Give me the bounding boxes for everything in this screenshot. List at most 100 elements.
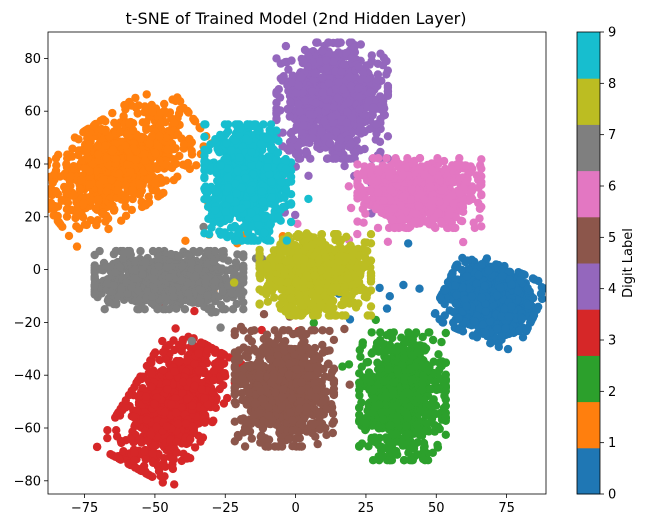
- scatter-point-digit-3: [148, 449, 158, 458]
- scatter-point-digit-2: [392, 346, 401, 355]
- scatter-point-digit-1: [61, 186, 71, 196]
- scatter-point-digit-1: [145, 139, 154, 148]
- scatter-point-digit-1: [173, 93, 182, 102]
- scatter-point-digit-0: [507, 302, 516, 311]
- scatter-point-digit-1: [140, 156, 150, 165]
- scatter-point-digit-2: [428, 335, 438, 345]
- scatter-point-digit-4: [331, 127, 341, 136]
- scatter-point-digit-1: [101, 126, 110, 136]
- scatter-point-digit-2: [372, 343, 381, 352]
- scatter-point-digit-0: [524, 301, 533, 310]
- scatter-point-digit-1: [121, 202, 130, 211]
- scatter-point-digit-3: [200, 418, 209, 427]
- scatter-point-digit-4: [383, 132, 393, 141]
- scatter-point-digit-2: [355, 417, 364, 426]
- scatter-point-digit-1: [126, 167, 135, 177]
- scatter-point-digit-1: [31, 186, 39, 194]
- scatter-point-digit-0: [404, 239, 413, 248]
- scatter-point-digit-0: [472, 333, 482, 342]
- scatter-point-digit-3: [152, 422, 161, 432]
- scatter-point-digit-2: [417, 385, 427, 394]
- scatter-point-digit-4: [356, 40, 365, 49]
- scatter-point-digit-3: [186, 435, 195, 444]
- scatter-point-digit-2: [378, 415, 388, 424]
- scatter-point-digit-0: [382, 304, 392, 313]
- scatter-point-digit-3: [103, 426, 112, 435]
- scatter-point-digit-1: [131, 155, 141, 165]
- scatter-point-digit-0: [534, 276, 543, 286]
- scatter-point-digit-3: [117, 438, 126, 448]
- scatter-point-digit-1: [150, 178, 160, 188]
- scatter-point-digit-1: [79, 199, 88, 208]
- scatter-point-digit-3: [140, 447, 149, 456]
- scatter-point-digit-3: [171, 324, 180, 333]
- scatter-point-digit-2: [389, 378, 398, 387]
- scatter-point-digit-1: [94, 150, 103, 159]
- scatter-point-digit-1: [69, 162, 78, 171]
- scatter-point-digit-1: [51, 187, 61, 196]
- scatter-point-digit-2: [375, 400, 384, 409]
- scatter-point-digit-3: [196, 338, 206, 347]
- scatter-point-digit-1: [160, 99, 169, 109]
- scatter-point-digit-0: [507, 280, 516, 289]
- scatter-point-digit-1: [112, 155, 121, 164]
- scatter-point-digit-0: [522, 325, 531, 334]
- scatter-point-digit-3: [129, 412, 138, 422]
- scatter-point-digit-2: [403, 388, 412, 397]
- scatter-point-digit-1: [165, 127, 175, 136]
- scatter-point-digit-1: [192, 161, 201, 170]
- scatter-point-digit-3: [208, 388, 218, 397]
- scatter-point-digit-1: [142, 90, 151, 99]
- scatter-point-digit-0: [500, 304, 509, 313]
- scatter-point-digit-0: [480, 281, 489, 291]
- scatter-point-digit-2: [426, 384, 435, 394]
- scatter-point-digit-2: [419, 373, 428, 382]
- scatter-point-digit-5: [318, 340, 327, 350]
- scatter-point-digit-4: [337, 67, 346, 77]
- scatter-point-digit-2: [368, 372, 377, 381]
- scatter-point-digit-1: [54, 218, 64, 227]
- scatter-point-digit-3: [141, 392, 151, 401]
- scatter-point-digit-0: [460, 295, 470, 304]
- scatter-point-digit-2: [413, 341, 422, 350]
- scatter-point-digit-2: [367, 328, 376, 337]
- scatter-point-digit-1: [23, 176, 31, 184]
- scatter-point-digit-2: [355, 391, 364, 400]
- scatter-point-digit-1: [135, 190, 145, 199]
- scatter-point-digit-2: [433, 443, 443, 452]
- scatter-point-digit-4: [281, 41, 291, 51]
- scatter-point-digit-0: [496, 283, 505, 292]
- scatter-point-digit-3: [200, 394, 209, 403]
- scatter-point-digit-2: [402, 421, 411, 431]
- scatter-point-digit-2: [401, 408, 411, 418]
- scatter-point-digit-1: [123, 160, 132, 169]
- scatter-point-digit-1: [101, 217, 110, 226]
- scatter-point-digit-0: [415, 284, 424, 293]
- scatter-point-digit-2: [421, 427, 430, 436]
- scatter-point-digit-4: [376, 49, 385, 58]
- scatter-point-digit-1: [183, 106, 192, 116]
- scatter-point-digit-1: [171, 159, 181, 168]
- scatter-point-digit-1: [93, 141, 103, 150]
- scatter-point-digit-0: [451, 263, 460, 272]
- scatter-point-digit-1: [140, 102, 150, 111]
- scatter-point-digit-0: [481, 307, 490, 316]
- scatter-point-digit-2: [357, 362, 366, 371]
- scatter-point-digit-4: [308, 87, 317, 96]
- scatter-point-digit-2: [393, 412, 402, 421]
- scatter-point-digit-0: [504, 312, 514, 322]
- scatter-point-digit-4: [306, 154, 315, 163]
- scatter-point-digit-1: [121, 105, 130, 114]
- scatter-point-digit-0: [481, 329, 490, 338]
- scatter-point-digit-0: [399, 280, 408, 290]
- scatter-point-digit-2: [384, 365, 393, 374]
- scatter-point-digit-1: [148, 107, 157, 117]
- scatter-point-digit-2: [441, 430, 450, 439]
- scatter-point-digit-2: [397, 333, 406, 342]
- scatter-point-digit-1: [36, 192, 44, 200]
- scatter-point-digit-0: [536, 289, 546, 298]
- scatter-point-digit-1: [110, 118, 119, 128]
- scatter-point-digit-5: [325, 326, 334, 336]
- scatter-point-digit-0: [455, 325, 464, 334]
